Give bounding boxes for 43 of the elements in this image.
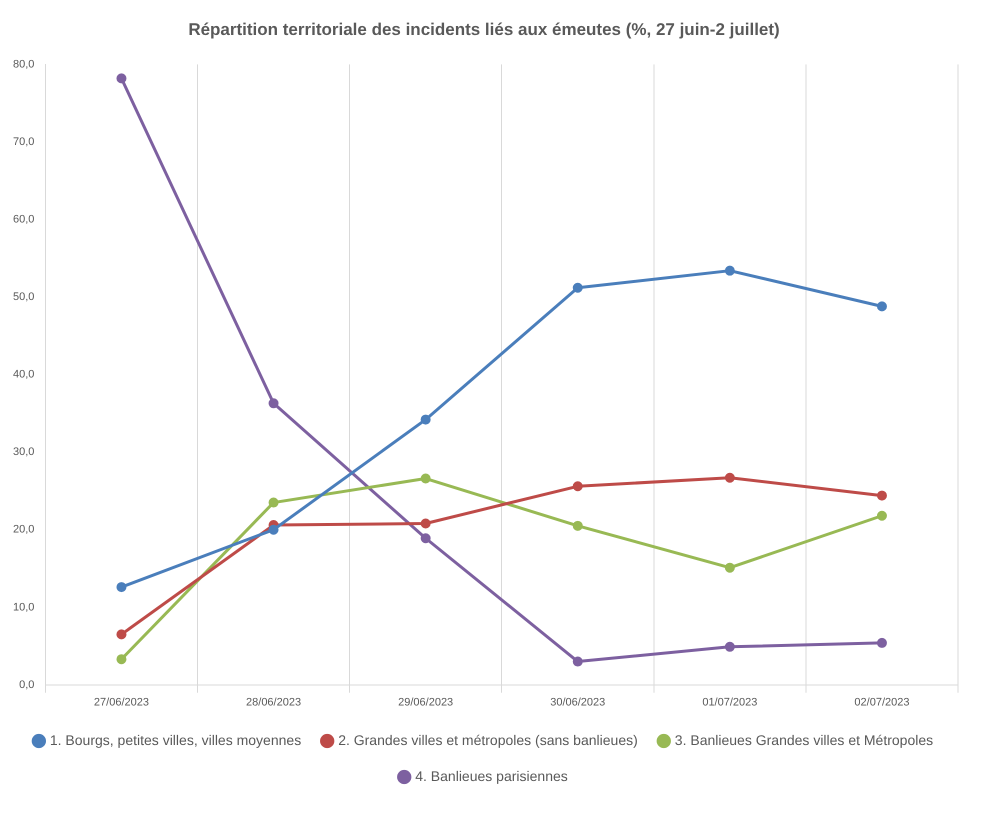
x-tick-label: 29/06/2023 <box>398 696 454 708</box>
point <box>876 638 887 648</box>
x-tick-label: 28/06/2023 <box>246 696 302 708</box>
point <box>724 642 735 652</box>
y-tick-label: 30,0 <box>12 446 34 458</box>
point <box>116 654 126 664</box>
point <box>116 73 126 84</box>
y-tick-label: 50,0 <box>12 291 34 304</box>
point <box>420 414 431 425</box>
point <box>876 490 887 501</box>
point <box>420 474 431 484</box>
legend-label: 2. Grandes villes et métropoles (sans banlieues) <box>338 732 638 748</box>
point <box>876 301 887 312</box>
y-tick-label: 60,0 <box>12 214 34 226</box>
point <box>268 498 279 508</box>
y-tick-label: 80,0 <box>12 58 34 70</box>
point <box>116 629 126 640</box>
x-tick-label: 01/07/2023 <box>702 696 758 708</box>
legend-label: 3. Banlieues Grandes villes et Métropoles <box>674 732 934 748</box>
point <box>420 518 431 528</box>
point <box>572 481 583 492</box>
point <box>116 582 126 592</box>
point <box>268 398 279 408</box>
point <box>420 533 431 544</box>
point <box>876 510 887 521</box>
x-tick-label: 27/06/2023 <box>94 696 149 708</box>
x-tick-label: 02/07/2023 <box>854 696 910 708</box>
chart-title: Répartition territoriale des incidents liés aux émeutes (%, 27 juin-2 juillet) <box>188 20 780 39</box>
point <box>268 524 279 535</box>
y-tick-label: 0,0 <box>19 678 34 691</box>
y-tick-label: 70,0 <box>12 136 34 148</box>
y-tick-label: 20,0 <box>12 524 34 536</box>
y-tick-label: 40,0 <box>12 368 34 381</box>
legend-label: 1. Bourgs, petites villes, villes moyennes <box>50 732 302 748</box>
point <box>572 282 583 293</box>
point <box>572 520 583 531</box>
legend-label: 4. Banlieues parisiennes <box>415 768 568 784</box>
point <box>572 656 583 667</box>
point <box>724 562 735 573</box>
point <box>724 472 735 483</box>
y-tick-label: 10,0 <box>12 601 34 614</box>
point <box>724 266 735 276</box>
x-tick-label: 30/06/2023 <box>550 696 606 708</box>
